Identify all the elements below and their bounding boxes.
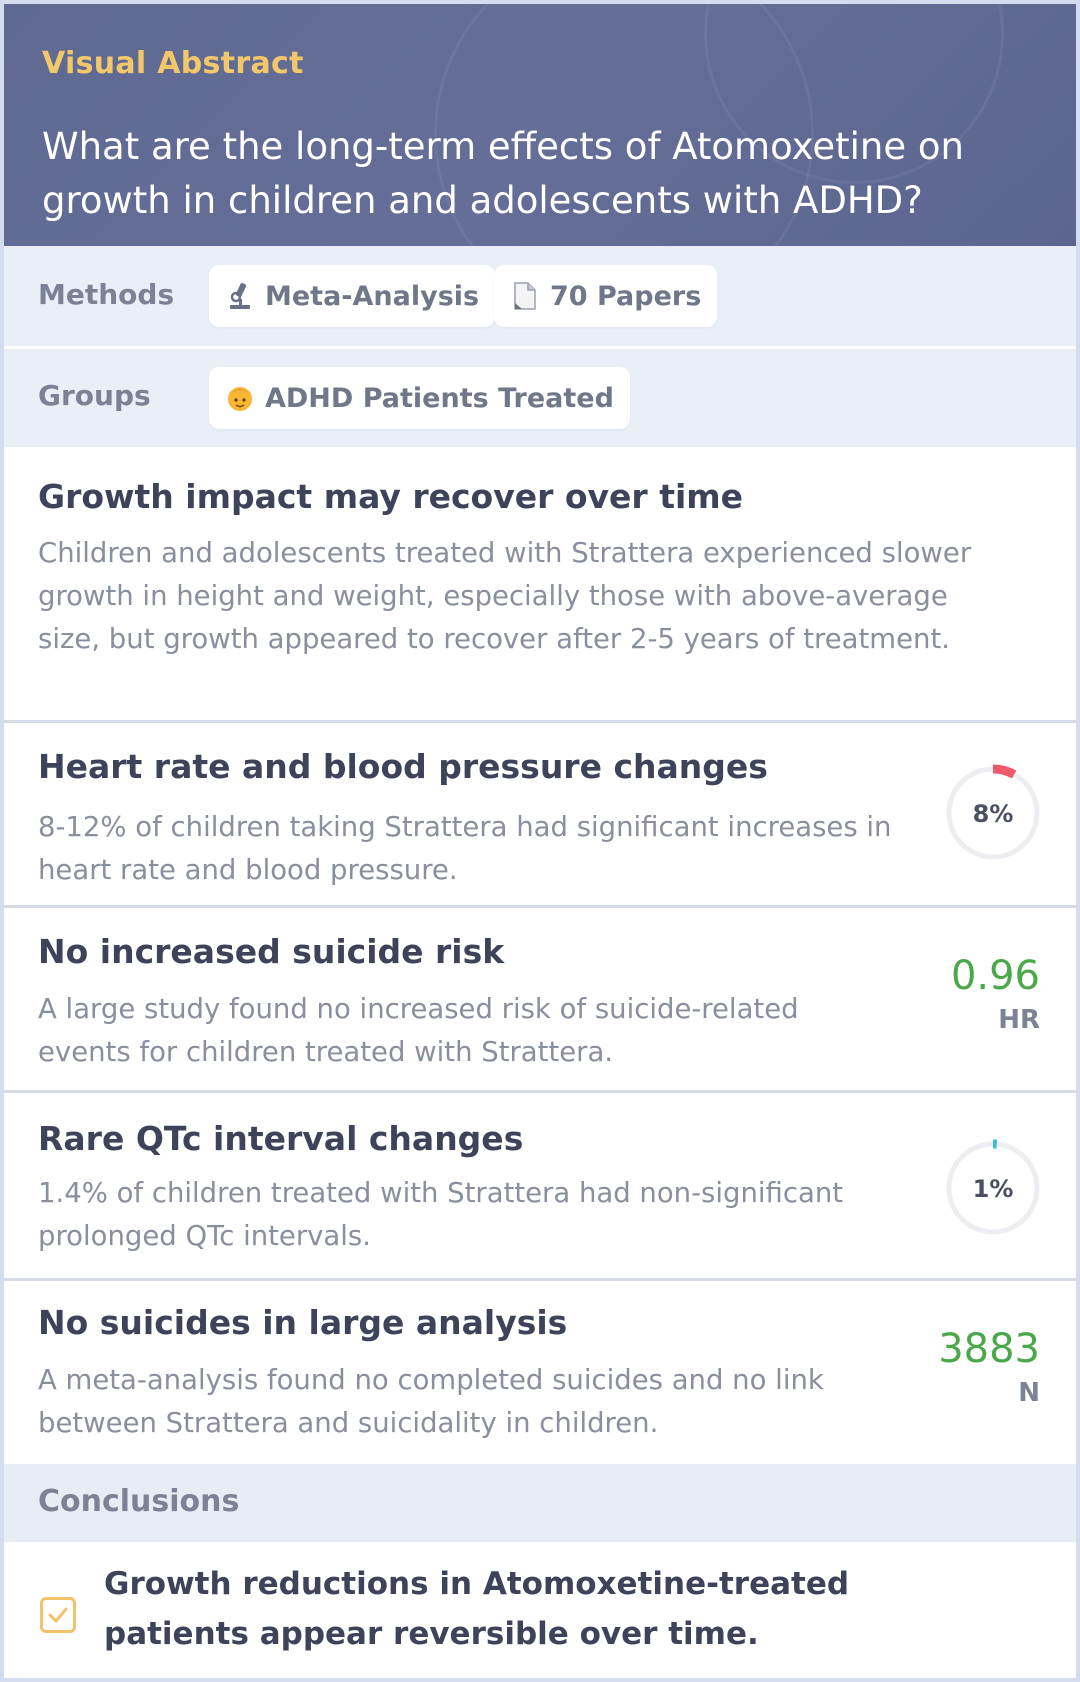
row-divider: [4, 346, 1076, 349]
conclusions-label: Conclusions: [38, 1484, 240, 1519]
percentage-ring: 8%: [944, 764, 1042, 862]
finding-body: 1.4% of children treated with Strattera …: [38, 1177, 844, 1252]
chip-label: ADHD Patients Treated: [265, 382, 614, 414]
metric-sample-size: 3883 N: [938, 1326, 1040, 1408]
finding-title: Rare QTc interval changes: [38, 1119, 524, 1158]
finding-body: Children and adolescents treated with St…: [38, 537, 972, 655]
group-chip-adhd-patients[interactable]: ADHD Patients Treated: [209, 367, 630, 429]
finding-title: Heart rate and blood pressure changes: [38, 747, 768, 786]
metric-value: 3883: [938, 1326, 1040, 1372]
conclusion-checkbox[interactable]: [40, 1597, 76, 1633]
finding-card: No suicides in large analysis A meta-ana…: [4, 1281, 1076, 1464]
metric-value: 0.96: [950, 953, 1040, 999]
metric-unit: N: [1018, 1378, 1040, 1408]
finding-title: No suicides in large analysis: [38, 1303, 568, 1342]
document-icon: [510, 281, 540, 311]
metric-hazard-ratio: 0.96 HR: [951, 953, 1040, 1035]
metric-unit: HR: [998, 1005, 1040, 1035]
section-kicker: Visual Abstract: [42, 46, 304, 81]
check-icon: [48, 1607, 68, 1623]
finding-body: 8-12% of children taking Strattera had s…: [38, 811, 892, 886]
page-title: What are the long-term effects of Atomox…: [42, 125, 964, 222]
child-icon: [225, 383, 255, 413]
conclusions-header: Conclusions: [4, 1464, 1076, 1542]
chip-label: Meta-Analysis: [265, 280, 480, 312]
finding-body: A large study found no increased risk of…: [38, 993, 799, 1068]
chip-label: 70 Papers: [550, 280, 702, 312]
methods-label: Methods: [38, 278, 175, 311]
percentage-ring: 1%: [944, 1139, 1042, 1237]
finding-card: Growth impact may recover over time Chil…: [4, 447, 1076, 723]
finding-body: A meta-analysis found no completed suici…: [38, 1364, 824, 1439]
method-chip-papers[interactable]: 70 Papers: [494, 265, 718, 327]
ring-label: 1%: [973, 1175, 1014, 1203]
finding-title: No increased suicide risk: [38, 932, 505, 971]
groups-label: Groups: [38, 379, 151, 412]
finding-card: Heart rate and blood pressure changes 8-…: [4, 723, 1076, 908]
groups-row: Groups ADHD Patients Treated: [4, 349, 1076, 447]
finding-title: Growth impact may recover over time: [38, 477, 744, 516]
finding-card: Rare QTc interval changes 1.4% of childr…: [4, 1093, 1076, 1281]
ring-label: 8%: [973, 800, 1014, 828]
conclusion-text: Growth reductions in Atomoxetine-treated…: [104, 1566, 850, 1652]
method-chip-meta-analysis[interactable]: Meta-Analysis: [209, 265, 496, 327]
microscope-icon: [225, 281, 255, 311]
header-banner: Visual Abstract What are the long-term e…: [4, 4, 1076, 246]
finding-card: No increased suicide risk A large study …: [4, 908, 1076, 1093]
conclusion-item: Growth reductions in Atomoxetine-treated…: [4, 1542, 1076, 1678]
methods-row: Methods Meta-Analysis 70 Papers: [4, 246, 1076, 346]
